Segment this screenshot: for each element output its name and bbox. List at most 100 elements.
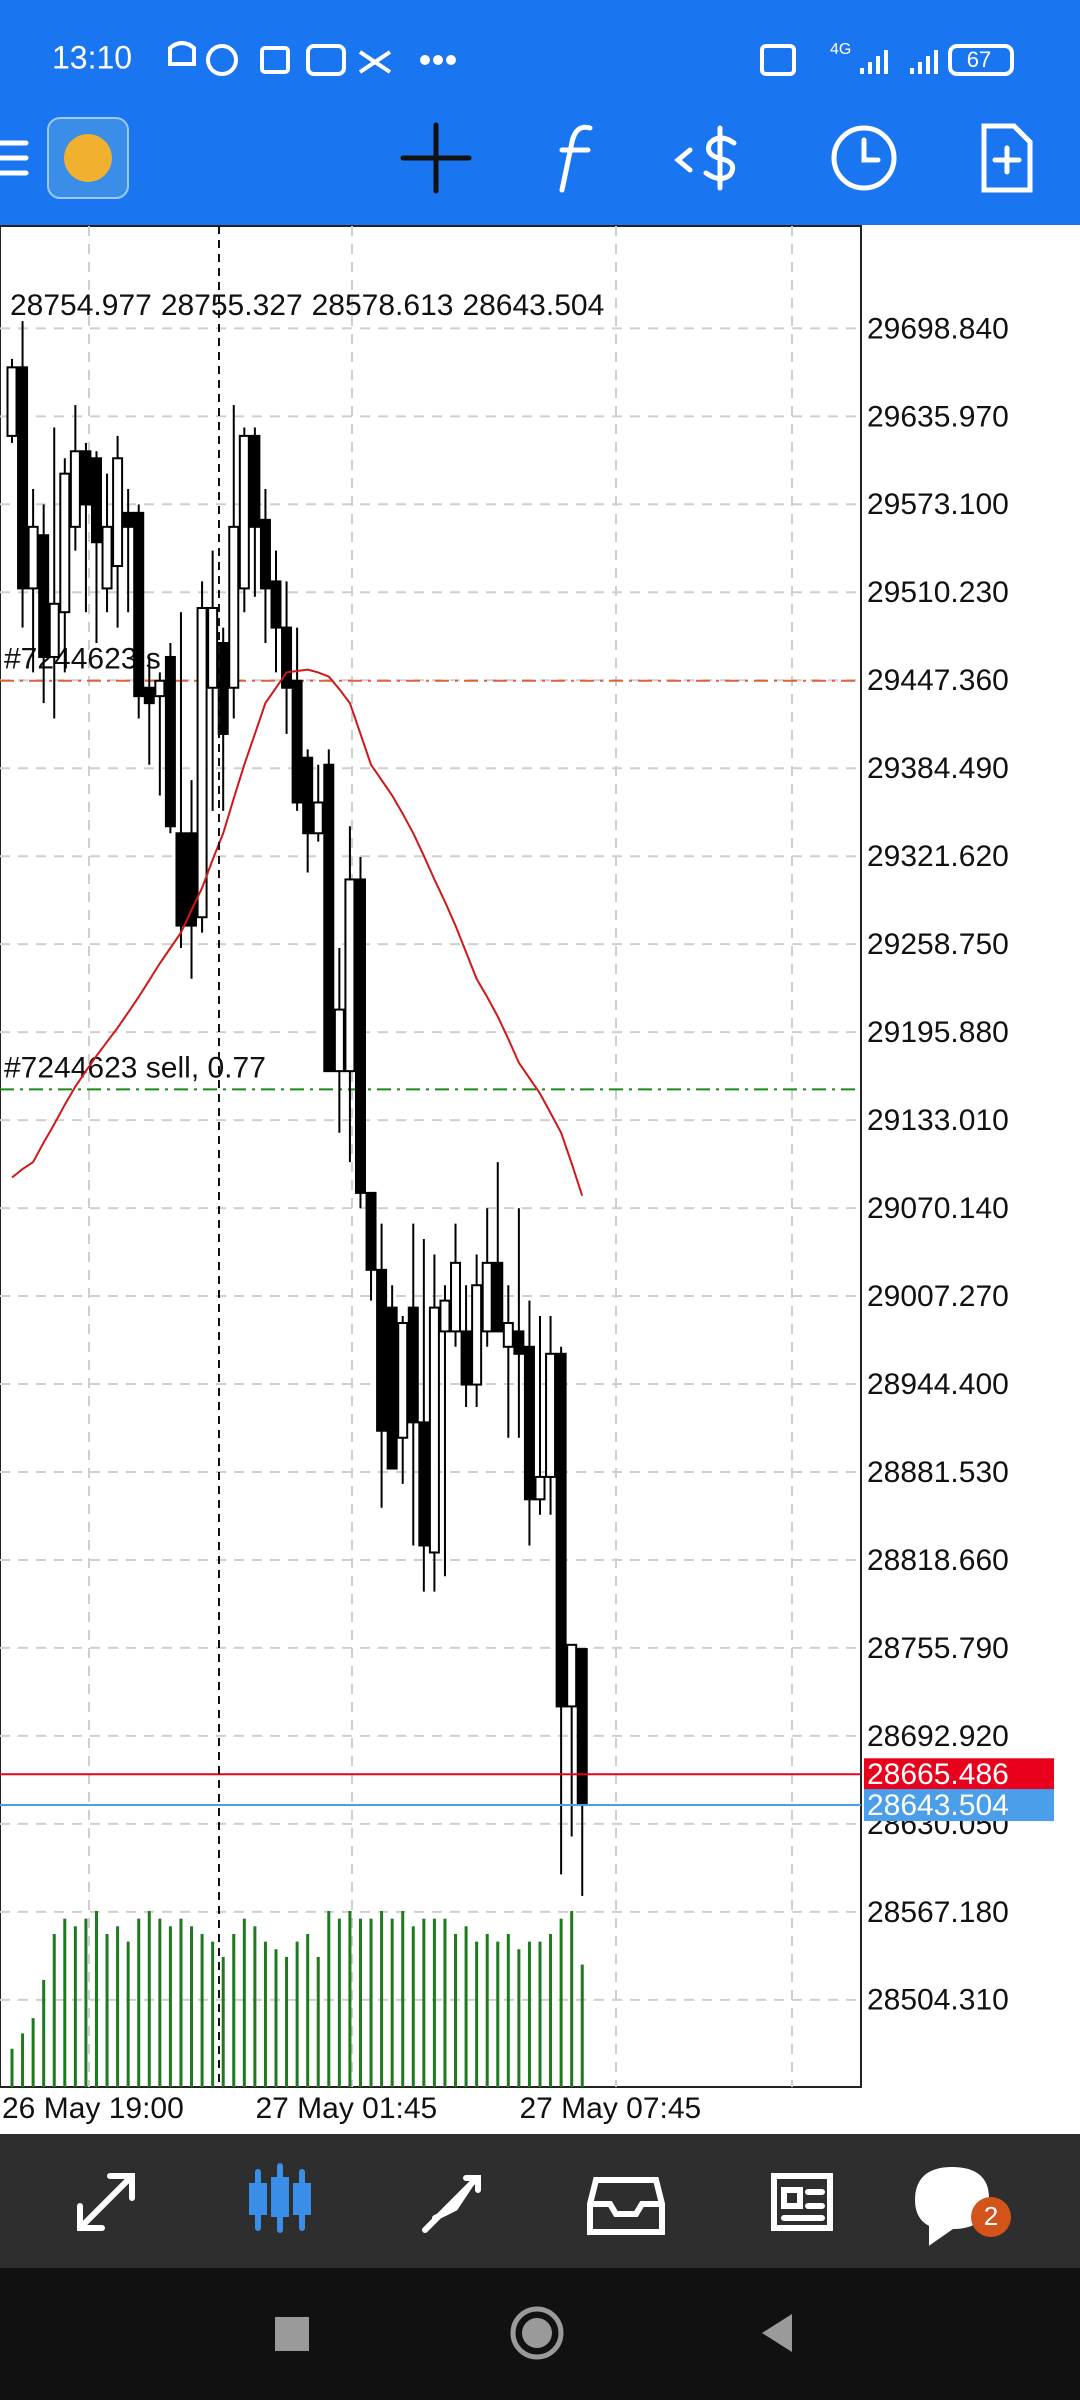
- candle-body: [80, 450, 92, 506]
- x-tick-label: 26 May 19:00: [2, 2092, 184, 2125]
- volume-bar: [211, 1941, 215, 2087]
- x-tick-label: 27 May 07:45: [519, 2092, 701, 2125]
- candle-body: [397, 1322, 409, 1439]
- nav-history[interactable]: [587, 2177, 665, 2235]
- ohlc-value: 28754.977: [10, 289, 152, 322]
- indicators-button[interactable]: [559, 124, 593, 193]
- volume-bar: [158, 1918, 162, 2087]
- candle-body: [238, 434, 250, 590]
- candle-body: [439, 1299, 451, 1333]
- price-box: [864, 1789, 1054, 1822]
- volume-bar: [390, 1918, 394, 2087]
- candle-body: [523, 1345, 535, 1501]
- volume-bar: [221, 1956, 225, 2087]
- y-tick-label: 28692.920: [867, 1720, 1009, 1753]
- candle-body: [492, 1261, 504, 1333]
- period-button[interactable]: [831, 125, 897, 191]
- ohlc-value: 28578.613: [312, 289, 454, 322]
- volume-bar: [232, 1933, 236, 2087]
- trade-button[interactable]: [674, 125, 737, 191]
- volume-bar: [380, 1911, 384, 2087]
- price-label: 28665.486: [867, 1758, 1009, 1791]
- volume-bar: [369, 1918, 373, 2087]
- volume-bar: [52, 1933, 56, 2087]
- candle-body: [59, 472, 71, 614]
- back-button[interactable]: [762, 2314, 792, 2352]
- candle-body: [133, 511, 145, 698]
- candle-body: [196, 606, 208, 919]
- volume-bar: [422, 1918, 426, 2087]
- volume-bar: [527, 1941, 531, 2087]
- nav-trade[interactable]: [422, 2175, 481, 2233]
- y-tick-label: 28881.530: [867, 1456, 1009, 1489]
- volume-bar: [31, 2018, 35, 2087]
- y-tick-label: 28818.660: [867, 1544, 1009, 1577]
- candle-body: [545, 1352, 557, 1478]
- volume-bar: [401, 1911, 405, 2087]
- candle-body: [302, 756, 314, 835]
- moving-average: [11, 668, 584, 1197]
- nav-news[interactable]: [771, 2173, 833, 2231]
- volume-bar: [570, 1911, 574, 2087]
- network-label: 4G: [830, 41, 851, 58]
- chat-badge: [971, 2197, 1011, 2237]
- app-header: [0, 0, 1080, 225]
- candle-body: [312, 801, 324, 835]
- candle-body: [154, 679, 166, 698]
- volume-bar: [10, 2048, 14, 2087]
- y-tick-label: 29573.100: [867, 488, 1009, 521]
- candle-body: [122, 511, 134, 528]
- recents-button[interactable]: [275, 2317, 309, 2351]
- volume-bar: [517, 1949, 521, 2087]
- volume-bar: [580, 1964, 584, 2087]
- candle-body: [69, 450, 81, 528]
- new-order-button[interactable]: [981, 123, 1033, 193]
- volume-bar: [137, 1918, 141, 2087]
- candle-body: [555, 1352, 567, 1708]
- nav-quotes[interactable]: [77, 2173, 135, 2231]
- candle-body: [48, 602, 60, 658]
- candle-body: [259, 518, 271, 590]
- menu-button[interactable]: [0, 140, 29, 176]
- y-tick-label: 29070.140: [867, 1192, 1009, 1225]
- volume-bar: [337, 1918, 341, 2087]
- candle-body: [344, 878, 356, 1073]
- x-tick-label: 27 May 01:45: [255, 2092, 437, 2125]
- candle-body: [386, 1306, 398, 1470]
- crosshair-button[interactable]: [400, 122, 472, 194]
- y-tick-label: 29384.490: [867, 752, 1009, 785]
- candle-body: [460, 1330, 472, 1386]
- volume-bar: [295, 1941, 299, 2087]
- candle-body: [27, 525, 39, 590]
- volume-bar: [348, 1911, 352, 2087]
- candle-body: [323, 763, 335, 1073]
- y-tick-label: 28504.310: [867, 1984, 1009, 2017]
- candle-body: [207, 606, 219, 689]
- volume-bar: [105, 1933, 109, 2087]
- candle-body: [450, 1261, 462, 1333]
- volume-bar: [475, 1941, 479, 2087]
- volume-bar: [168, 1926, 172, 2087]
- volume-bar: [559, 1918, 563, 2087]
- candle-body: [291, 679, 303, 804]
- candle-body: [407, 1306, 419, 1424]
- nav-chart[interactable]: [249, 2163, 311, 2233]
- candle-body: [428, 1306, 440, 1554]
- volume-bar: [306, 1933, 310, 2087]
- y-tick-label: 29133.010: [867, 1104, 1009, 1137]
- home-button[interactable]: [510, 2306, 564, 2360]
- y-tick-label: 29510.230: [867, 576, 1009, 609]
- volume-bar: [327, 1911, 331, 2087]
- volume-bar: [126, 1941, 130, 2087]
- candle-body: [186, 832, 198, 927]
- candle-body: [481, 1261, 493, 1333]
- candle-body: [376, 1268, 388, 1432]
- price-label: 28643.504: [867, 1789, 1009, 1822]
- volume-bar: [116, 1926, 120, 2087]
- y-tick-label: 29698.840: [867, 312, 1009, 345]
- candle-body: [502, 1322, 514, 1348]
- candle-body: [534, 1475, 546, 1501]
- candle-body: [333, 1008, 345, 1073]
